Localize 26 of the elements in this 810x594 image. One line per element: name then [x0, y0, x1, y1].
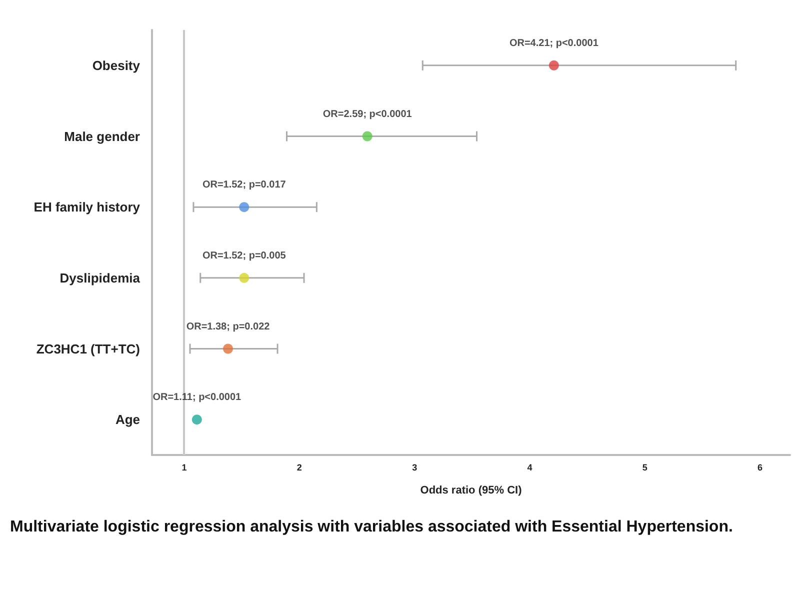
y-tick-label: Age — [115, 412, 140, 428]
data-label: OR=2.59; p<0.0001 — [322, 108, 412, 120]
x-tick-label: 5 — [642, 462, 648, 472]
y-tick-label: Obesity — [92, 58, 141, 73]
data-label: OR=4.21; p<0.0001 — [509, 38, 599, 49]
x-tick-label: 6 — [758, 462, 763, 472]
point — [223, 344, 234, 354]
x-tick-label: 1 — [182, 462, 187, 472]
y-tick-label: Dyslipidemia — [60, 270, 141, 286]
x-tick-label: 4 — [527, 462, 532, 472]
x-tick-label: 2 — [296, 462, 302, 472]
point — [239, 272, 250, 283]
point — [239, 202, 250, 212]
data-label: OR=1.52; p=0.005 — [202, 250, 286, 262]
y-tick-label: ZC3HC1 (TT+TC) — [36, 341, 140, 356]
data-label: OR=1.52; p=0.017 — [202, 180, 286, 191]
data-label: OR=1.38; p=0.022 — [186, 321, 270, 332]
y-tick-label: Male gender — [64, 128, 140, 144]
point — [362, 131, 372, 142]
text: Multivariate logistic regression analysis with variables associated with Essential Hypertension. — [10, 518, 733, 536]
x-axis-title: Odds ratio (95% CI) — [420, 484, 522, 496]
point — [548, 60, 559, 70]
x-tick-label: 3 — [412, 462, 418, 472]
data-label: OR=1.11; p<0.0001 — [152, 392, 242, 404]
y-tick-label: EH family history — [34, 200, 141, 215]
point — [192, 414, 202, 425]
